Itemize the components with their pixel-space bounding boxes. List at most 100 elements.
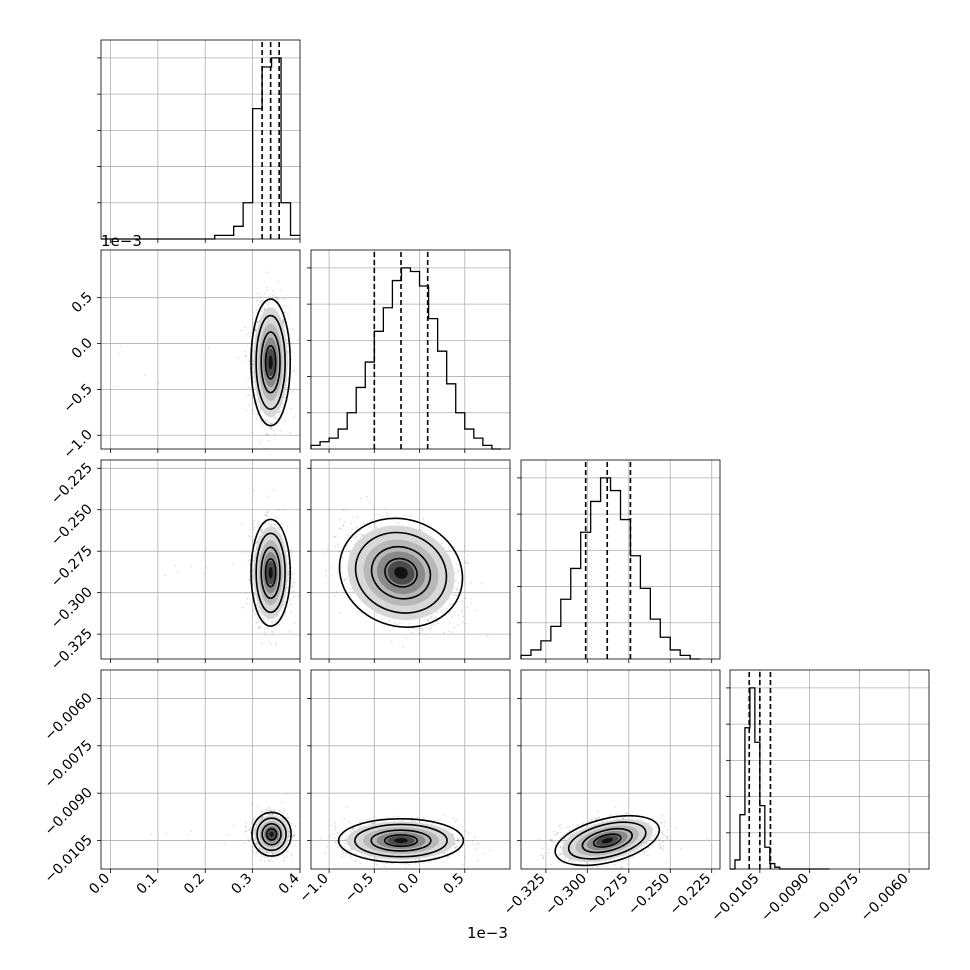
scatter-point (283, 324, 285, 327)
scatter-point (260, 641, 263, 644)
scatter-point (338, 550, 341, 553)
scatter-point (248, 403, 250, 406)
density-shading (253, 526, 288, 620)
scatter-point (342, 508, 345, 510)
scatter-point (256, 321, 258, 324)
scatter-point (263, 308, 266, 310)
scatter-point (266, 514, 268, 517)
scatter-point (359, 497, 362, 500)
scatter-point (453, 626, 455, 629)
scatter-point (290, 551, 293, 554)
scatter-point (266, 433, 269, 436)
scatter-point (250, 431, 253, 434)
histogram-frame (729, 669, 930, 870)
scatter-point (281, 305, 284, 308)
scatter-point (265, 433, 267, 436)
scatter-point (415, 629, 418, 631)
scatter-point (350, 522, 352, 525)
scatter-point (465, 562, 468, 565)
scatter-point (461, 609, 463, 611)
scatter-point (356, 516, 358, 519)
scatter-point (264, 292, 267, 295)
scatter-point (254, 329, 257, 332)
scatter-point (368, 525, 370, 527)
scatter-point (339, 611, 342, 614)
scatter-point (296, 339, 299, 342)
scatter-point (266, 420, 269, 422)
scatter-point (252, 852, 255, 854)
scatter-point (297, 595, 300, 597)
scatter-point (279, 290, 282, 292)
scatter-point (381, 515, 383, 518)
scatter-point (284, 304, 286, 307)
scatter-point (253, 526, 256, 529)
scatter-point (463, 561, 466, 563)
density-shading (253, 307, 288, 418)
scatter-point (252, 381, 255, 383)
scatter-point (375, 526, 378, 529)
scatter-point (264, 420, 267, 422)
density-frame (100, 249, 301, 450)
scatter-point (454, 594, 457, 596)
scatter-point (259, 314, 262, 317)
scatter-point (330, 565, 333, 568)
scatter-point (174, 564, 176, 567)
scatter-point (266, 305, 269, 308)
scatter-point (293, 590, 295, 593)
scatter-point (249, 335, 252, 338)
scatter-point (409, 622, 411, 625)
scatter-point (259, 530, 262, 532)
scatter-point (259, 295, 262, 297)
scatter-point (334, 545, 337, 548)
scatter-point (256, 299, 258, 302)
scatter-point (394, 522, 397, 524)
scatter-point (281, 523, 283, 525)
scatter-point (429, 626, 432, 628)
scatter-point (251, 371, 254, 373)
scatter-point (248, 564, 251, 567)
scatter-point (272, 488, 275, 491)
scatter-point (282, 320, 284, 323)
scatter-point (291, 554, 293, 557)
scatter-point (396, 624, 399, 626)
scatter-point (260, 299, 263, 302)
scatter-point (283, 614, 286, 617)
scatter-point (343, 579, 346, 582)
scatter-point (285, 386, 288, 389)
scatter-point (270, 428, 273, 430)
scatter-point (258, 417, 261, 420)
scatter-point (267, 303, 270, 306)
scatter-point (257, 304, 260, 306)
scatter-point (232, 563, 235, 565)
scatter-point (256, 399, 259, 402)
scatter-point (278, 411, 280, 413)
scatter-point (286, 338, 288, 341)
scatter-point (467, 554, 470, 557)
scatter-point (462, 615, 465, 618)
scatter-point (262, 299, 265, 302)
scatter-point (324, 552, 327, 555)
scatter-point (464, 583, 467, 585)
scatter-point (291, 577, 294, 580)
scatter-point (252, 522, 254, 525)
scatter-point (455, 562, 458, 565)
histogram-step (310, 267, 501, 450)
scatter-point (258, 626, 260, 629)
scatter-point (419, 632, 422, 634)
scatter-point (369, 526, 372, 529)
scatter-point (246, 598, 249, 601)
scatter-point (256, 413, 259, 416)
scatter-point (293, 370, 295, 372)
scatter-point (427, 618, 430, 621)
scatter-point (344, 537, 347, 540)
scatter-point (271, 422, 274, 425)
scatter-point (244, 355, 247, 357)
scatter-point (275, 642, 277, 645)
scatter-point (269, 427, 272, 429)
scatter-point (259, 407, 262, 410)
scatter-point (391, 641, 393, 644)
scatter-point (290, 548, 292, 551)
scatter-point (266, 300, 269, 303)
scatter-point (343, 592, 345, 594)
scatter-point (373, 506, 375, 509)
